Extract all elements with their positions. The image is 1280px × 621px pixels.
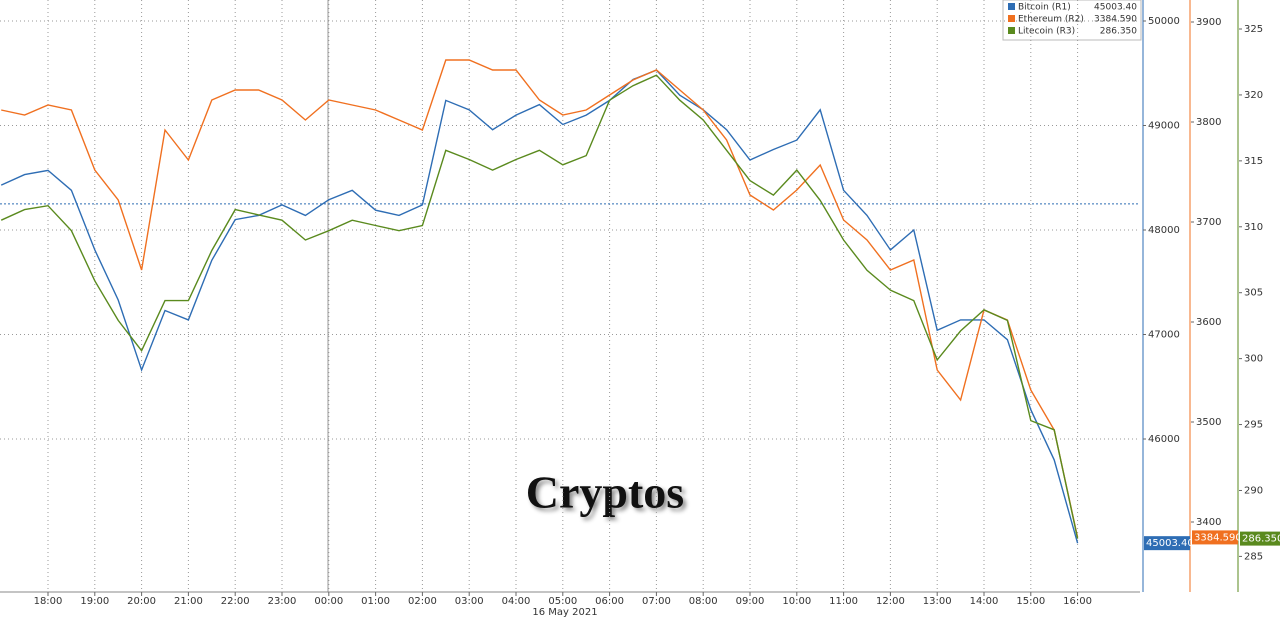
y2-tick-label: 3400 [1196, 517, 1221, 528]
x-tick-label: 23:00 [268, 596, 297, 607]
x-tick-label: 22:00 [221, 596, 250, 607]
last-value-box [1144, 536, 1190, 551]
chart-title: Cryptos [526, 467, 684, 518]
x-tick-label: 12:00 [876, 596, 905, 607]
legend-label: Ethereum (R2) [1018, 15, 1084, 25]
x-tick-label: 04:00 [502, 596, 531, 607]
x-tick-label: 00:00 [314, 596, 343, 607]
y3-tick-label: 285 [1244, 551, 1263, 562]
legend-swatch [1008, 15, 1015, 22]
x-tick-label: 09:00 [736, 596, 765, 607]
x-tick-label: 05:00 [548, 596, 577, 607]
last-value-box [1240, 531, 1280, 546]
y2-tick-label: 3800 [1196, 117, 1221, 128]
x-tick-label: 20:00 [127, 596, 156, 607]
x-tick-label: 13:00 [923, 596, 952, 607]
legend-value: 286.350 [1100, 27, 1137, 37]
legend-swatch [1008, 3, 1015, 10]
x-tick-label: 18:00 [34, 596, 63, 607]
x-tick-label: 02:00 [408, 596, 437, 607]
legend-value: 45003.40 [1094, 3, 1137, 13]
x-tick-label: 08:00 [689, 596, 718, 607]
y3-tick-label: 290 [1244, 485, 1263, 496]
last-value-box [1192, 530, 1238, 545]
y-tick-label: 50000 [1148, 16, 1180, 27]
x-tick-label: 01:00 [361, 596, 390, 607]
series-line [0, 74, 1079, 539]
y-tick-label: 47000 [1148, 330, 1180, 341]
y2-tick-label: 3700 [1196, 217, 1221, 228]
y3-tick-label: 310 [1244, 222, 1263, 233]
x-tick-label: 19:00 [80, 596, 109, 607]
y2-tick-label: 3900 [1196, 17, 1221, 28]
last-value-label: 3384.590 [1194, 532, 1242, 543]
legend-label: Litecoin (R3) [1018, 27, 1075, 37]
x-tick-label: 07:00 [642, 596, 671, 607]
x-tick-label: 16:00 [1063, 596, 1092, 607]
x-tick-label: 21:00 [174, 596, 203, 607]
y3-tick-label: 295 [1244, 420, 1263, 431]
x-tick-label: 06:00 [595, 596, 624, 607]
y3-tick-label: 305 [1244, 288, 1263, 299]
y3-tick-label: 320 [1244, 90, 1263, 101]
x-tick-label: 14:00 [970, 596, 999, 607]
series-line [0, 69, 1079, 544]
legend [1002, 0, 1142, 41]
y3-tick-label: 315 [1244, 156, 1263, 167]
legend-swatch [1008, 27, 1015, 34]
x-tick-label: 03:00 [455, 596, 484, 607]
y-tick-label: 46000 [1148, 434, 1180, 445]
x-tick-label: 10:00 [782, 596, 811, 607]
y3-tick-label: 300 [1244, 354, 1263, 365]
last-value-label: 45003.40 [1146, 538, 1194, 549]
y2-tick-label: 3600 [1196, 317, 1221, 328]
y2-tick-label: 3500 [1196, 417, 1221, 428]
legend-label: Bitcoin (R1) [1018, 3, 1071, 13]
legend-value: 3384.590 [1094, 15, 1137, 25]
x-tick-label: 15:00 [1016, 596, 1045, 607]
x-tick-label: 11:00 [829, 596, 858, 607]
y-tick-label: 48000 [1148, 225, 1180, 236]
last-value-label: 286.350 [1242, 534, 1280, 545]
y-tick-label: 49000 [1148, 121, 1180, 132]
date-label: 16 May 2021 [532, 607, 597, 618]
series-line [1, 59, 1079, 538]
y3-tick-label: 325 [1244, 24, 1263, 35]
